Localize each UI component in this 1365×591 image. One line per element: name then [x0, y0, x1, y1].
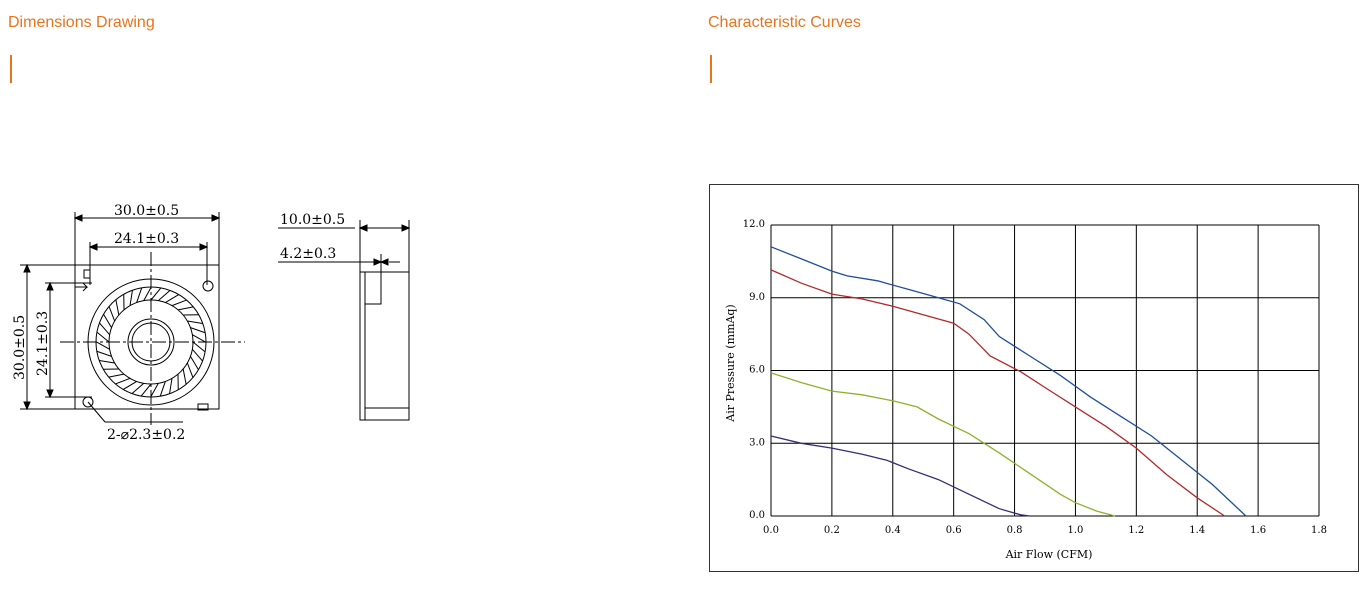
curves-accent-bar	[710, 55, 712, 83]
y-tick-label: 9.0	[749, 292, 765, 303]
impeller-blade	[191, 348, 203, 362]
impeller-blade	[108, 373, 125, 378]
impeller-blade	[150, 383, 159, 398]
impeller-blade	[99, 360, 115, 364]
impeller-blade	[187, 320, 203, 324]
impeller-blade	[171, 299, 187, 307]
impeller-blade	[177, 306, 194, 311]
impeller-blade	[169, 378, 173, 394]
dimensions-drawing-title: Dimensions Drawing	[8, 14, 155, 31]
impeller-blade	[115, 377, 131, 385]
impeller-blade	[165, 294, 180, 303]
x-tick-label: 0.4	[885, 525, 901, 536]
impeller-blade	[190, 356, 199, 371]
x-tick-label: 1.0	[1067, 525, 1083, 536]
impeller-blade	[103, 313, 112, 328]
impeller-blade	[150, 287, 162, 301]
curve-chart-frame: 0.0 0.2 0.4 0.6 0.8 1.0 1.2 1.4 1.6 1.8 0.0 3.0 6.0…	[709, 184, 1359, 572]
impeller-blade	[140, 383, 152, 397]
x-tick-label: 0.2	[824, 525, 840, 536]
impeller-blade	[95, 341, 110, 350]
label-inner-height: 24.1±0.3	[35, 311, 51, 376]
impeller-blade	[96, 331, 110, 343]
dimensions-accent-bar	[10, 55, 12, 83]
impeller-blade	[159, 381, 166, 397]
impeller-blade	[129, 290, 133, 306]
impeller-blade	[96, 350, 112, 357]
characteristic-curves-title: Characteristic Curves	[708, 14, 861, 31]
label-step: 4.2±0.3	[280, 246, 336, 262]
impeller-blade	[143, 286, 152, 301]
impeller-blade	[182, 368, 187, 385]
impeller-blade	[131, 382, 145, 394]
impeller-blade	[108, 306, 116, 322]
label-thickness: 10.0±0.5	[280, 212, 345, 228]
dimensions-drawing: 30.0±0.5 24.1±0.3 2-⌀2.3±0.2 10.0±0.5 4.…	[12, 203, 411, 443]
x-tick-label: 1.8	[1311, 525, 1327, 536]
side-view-outline	[359, 271, 410, 421]
x-tick-label: 1.4	[1189, 525, 1205, 536]
impeller-blade	[136, 287, 143, 303]
y-tick-label: 6.0	[749, 365, 765, 376]
x-axis-label: Air Flow (CFM)	[1005, 548, 1093, 561]
fan-outline	[74, 264, 220, 410]
impeller-blade	[190, 327, 206, 334]
y-tick-label: 12.0	[743, 219, 765, 230]
label-holes: 2-⌀2.3±0.2	[107, 427, 185, 443]
impeller-blade	[115, 299, 120, 316]
y-tick-label: 0.0	[749, 510, 765, 521]
series-line-4	[770, 435, 1030, 517]
label-outer-width: 30.0±0.5	[114, 203, 179, 219]
series-line-1	[770, 246, 1247, 517]
y-tick-label: 3.0	[749, 437, 765, 448]
label-outer-height: 30.0±0.5	[12, 315, 28, 380]
x-tick-label: 0.0	[763, 525, 779, 536]
impeller-blade	[122, 381, 137, 390]
impeller-blade	[186, 362, 194, 378]
x-tick-label: 1.2	[1128, 525, 1144, 536]
impeller-blade	[99, 322, 111, 336]
x-tick-label: 1.6	[1250, 525, 1266, 536]
pq-curve-chart: 0.0 0.2 0.4 0.6 0.8 1.0 1.2 1.4 1.6 1.8 0.0 3.0 6.0…	[724, 219, 1327, 561]
series-line-3	[770, 372, 1116, 517]
impeller-blade	[192, 334, 207, 343]
y-axis-label: Air Pressure (mmAq)	[724, 304, 737, 422]
x-tick-label: 0.8	[1007, 525, 1023, 536]
impeller-blade	[157, 290, 171, 302]
impeller-blade	[192, 341, 206, 353]
series-line-2	[770, 269, 1225, 517]
x-tick-label: 0.6	[946, 525, 962, 536]
label-inner-width: 24.1±0.3	[114, 231, 179, 247]
